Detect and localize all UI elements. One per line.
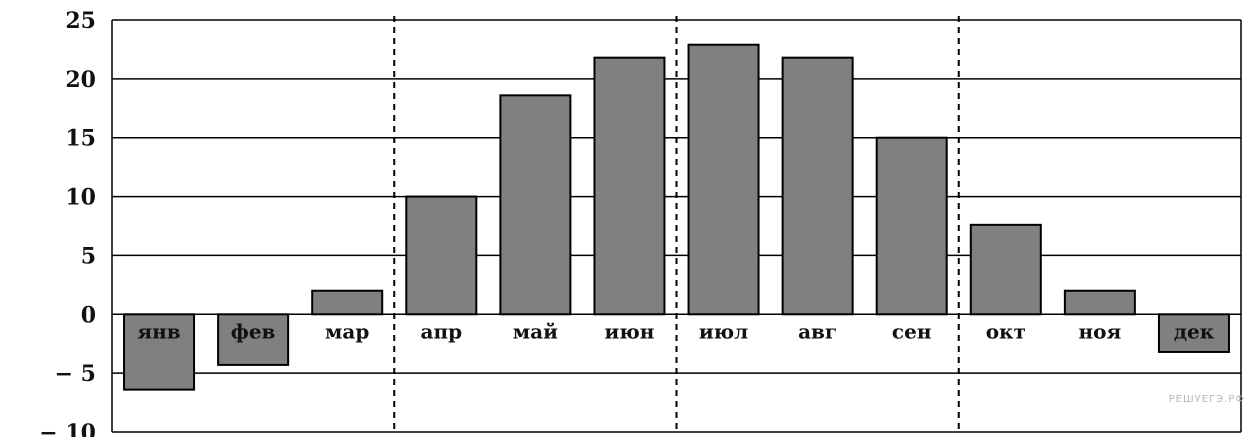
watermark: РЕШУЕГЭ.РФ (1169, 394, 1245, 405)
category-label: ноя (1078, 319, 1121, 343)
category-label: фев (231, 319, 276, 343)
category-label: окт (986, 319, 1026, 343)
y-tick-label: − 10 (39, 420, 96, 437)
category-label: июл (699, 319, 748, 343)
bar-8 (781, 56, 854, 316)
category-label: апр (420, 319, 462, 343)
bar-3 (311, 289, 384, 316)
bar-7 (687, 43, 760, 316)
bar-4 (405, 195, 478, 316)
bar-6 (593, 56, 666, 316)
bar-11 (1063, 289, 1136, 316)
bar-5 (499, 94, 572, 316)
category-labels: янв фев мар апр май июн июл авг сен окт ноя дек (137, 319, 1214, 343)
category-label: мар (325, 319, 369, 343)
y-tick-label: − 5 (55, 361, 96, 387)
category-label: май (513, 319, 558, 343)
y-tick-label: 25 (65, 8, 96, 34)
y-tick-label: 15 (65, 126, 96, 152)
bar-10 (969, 223, 1042, 316)
category-label: июн (604, 319, 654, 343)
y-tick-label: 10 (65, 185, 96, 211)
bar-9 (875, 136, 948, 316)
y-tick-label: 5 (81, 243, 96, 269)
y-axis-tick-labels: 25 20 15 10 5 0 − 5 − 10 (39, 8, 96, 437)
bars (123, 43, 1230, 391)
bar-2 (217, 313, 290, 366)
bar-1 (123, 313, 196, 391)
y-tick-label: 0 (81, 302, 96, 328)
category-label: янв (137, 319, 180, 343)
category-label: дек (1174, 319, 1215, 343)
category-label: авг (798, 319, 837, 343)
bar-12 (1157, 313, 1230, 353)
category-label: сен (892, 319, 932, 343)
season-dividers (393, 16, 960, 432)
y-tick-label: 20 (65, 67, 96, 93)
